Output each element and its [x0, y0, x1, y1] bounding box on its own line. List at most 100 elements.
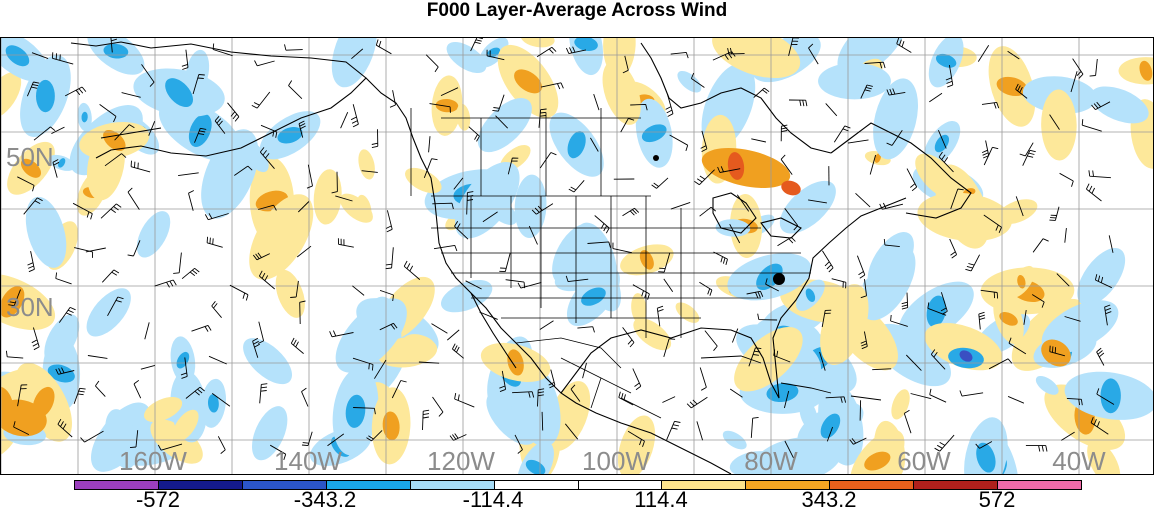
wind-barb: [218, 436, 225, 453]
wind-barb: [856, 193, 871, 207]
wind-barb: [751, 139, 766, 142]
wind-barb: [145, 322, 149, 339]
wind-barb: [1086, 184, 1101, 201]
wind-barb: [540, 321, 554, 330]
wind-barb: [423, 410, 430, 430]
wind-barb: [848, 140, 869, 143]
wind-barb: [697, 421, 703, 440]
wind-barb: [1089, 170, 1111, 177]
wind-barb: [984, 147, 998, 165]
lat-label-30n: 30N: [6, 294, 54, 320]
wind-barb: [230, 285, 248, 300]
lon-label-100w: 100W: [582, 448, 650, 474]
wind-barb: [207, 237, 223, 248]
wind-barb: [860, 400, 861, 420]
wind-barb: [341, 112, 348, 128]
wind-barb: [51, 127, 64, 134]
wind-barb: [929, 93, 942, 102]
wind-barb: [569, 180, 584, 192]
wind-barb: [376, 40, 391, 54]
positive-contour: [888, 387, 914, 422]
negative-contour-strong: [36, 80, 55, 112]
wind-barb: [291, 338, 303, 354]
wind-barb: [633, 369, 641, 390]
wind-barb: [499, 253, 510, 271]
wind-barb: [86, 248, 106, 252]
wind-barb: [433, 397, 444, 416]
wind-barb: [700, 368, 706, 391]
wind-barb: [657, 306, 663, 326]
wind-barb: [302, 388, 309, 406]
wind-barb: [778, 237, 796, 246]
wind-barb: [789, 100, 807, 106]
city-marker-small: [653, 155, 659, 161]
wind-barb: [822, 251, 833, 272]
wind-barb: [102, 270, 119, 282]
wind-barb: [173, 253, 181, 274]
wind-barb: [781, 125, 787, 141]
wind-barb: [979, 312, 985, 329]
wind-barb: [950, 239, 957, 258]
wind-barb: [56, 273, 72, 284]
negative-contour: [674, 67, 705, 97]
colorbar: [74, 480, 1082, 490]
wind-barb: [506, 280, 525, 288]
wind-barb: [178, 173, 199, 176]
wind-barb: [664, 279, 673, 292]
wind-barb: [671, 202, 690, 209]
wind-barb: [1060, 173, 1074, 186]
wind-barb: [714, 252, 728, 265]
wind-barb: [518, 282, 541, 288]
wind-barb: [577, 327, 594, 333]
lon-label-60w: 60W: [897, 448, 950, 474]
positive-contour: [672, 299, 703, 327]
wind-barb: [447, 330, 459, 340]
wind-barb: [452, 344, 463, 359]
colorbar-label-3: -114.4: [463, 489, 524, 511]
wind-barb: [212, 301, 222, 317]
wind-barb: [352, 286, 364, 296]
lon-label-80w: 80W: [744, 448, 797, 474]
wind-barb: [1082, 119, 1102, 131]
city-marker-large: [773, 273, 785, 285]
wind-barb: [131, 161, 150, 172]
negative-contour: [323, 38, 386, 93]
wind-barb: [1008, 396, 1024, 403]
wind-barb: [1073, 59, 1083, 79]
wind-barb: [134, 380, 141, 398]
negative-contour-strong: [1101, 378, 1121, 413]
wind-barb: [429, 136, 430, 152]
wind-barb: [386, 247, 394, 268]
wind-barb: [6, 351, 23, 358]
wind-barb: [189, 191, 194, 211]
colorbar-label-1: -572: [136, 489, 180, 511]
wind-barb: [192, 325, 212, 331]
lon-label-160w: 160W: [119, 448, 187, 474]
wind-barb: [930, 389, 946, 402]
wind-barb: [705, 331, 717, 351]
wind-barb: [652, 178, 668, 189]
wind-barb: [857, 256, 864, 279]
wind-barb: [213, 44, 233, 56]
wind-barb: [228, 103, 239, 122]
wind-barb: [101, 204, 121, 218]
wind-barb: [141, 365, 155, 369]
wind-barb: [613, 243, 632, 253]
contour-fill-layer: [1, 38, 1153, 474]
wind-barb: [390, 90, 396, 107]
wind-barb: [662, 397, 675, 403]
wind-barb: [594, 94, 599, 110]
wind-barb: [687, 397, 707, 408]
wind-barb: [965, 255, 979, 271]
wind-barb: [74, 248, 92, 258]
positive-contour: [356, 148, 378, 181]
wind-barb: [542, 412, 543, 431]
wind-barb: [1090, 59, 1098, 76]
wind-barb: [88, 356, 108, 359]
wind-barb: [911, 394, 932, 399]
negative-contour: [818, 63, 891, 99]
wind-barb: [426, 55, 438, 72]
wind-barb: [754, 88, 769, 98]
wind-barb: [182, 50, 188, 70]
colorbar-label-5: 343.2: [801, 489, 856, 511]
